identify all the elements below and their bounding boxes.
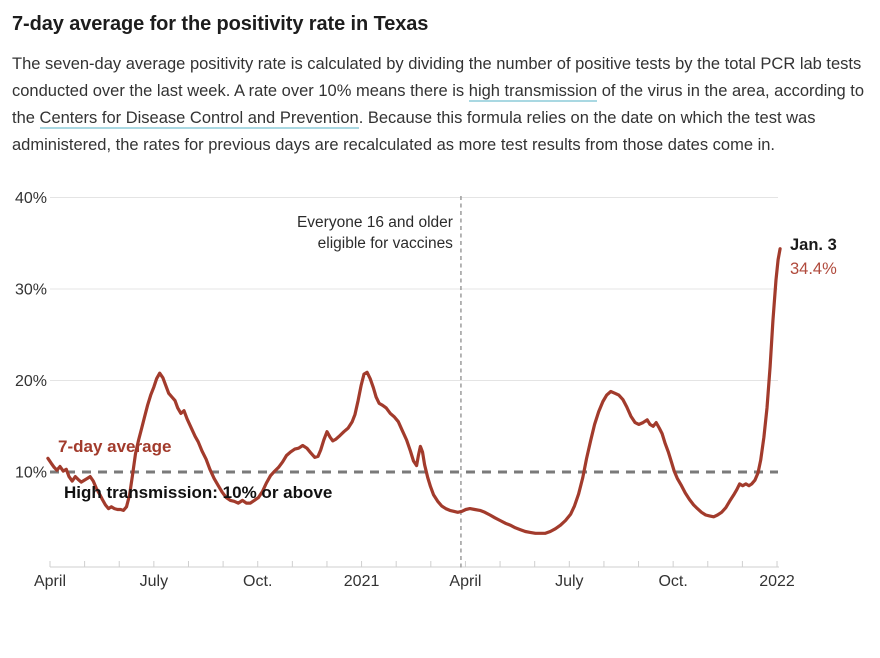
x-axis-tick-label: April	[34, 573, 66, 590]
article: 7-day average for the positivity rate in…	[0, 12, 880, 617]
description: The seven-day average positivity rate is…	[12, 51, 866, 159]
threshold-label: High transmission: 10% or above	[64, 483, 332, 502]
y-axis-tick-label: 20%	[15, 373, 47, 390]
y-axis-tick-label: 10%	[15, 465, 47, 482]
y-axis-tick-label: 40%	[15, 190, 47, 207]
inline-link[interactable]: high transmission	[468, 82, 598, 102]
page-title: 7-day average for the positivity rate in…	[12, 13, 429, 35]
endpoint-date-label: Jan. 3	[790, 236, 837, 254]
endpoint-value-label: 34.4%	[790, 260, 837, 278]
vaccine-annotation-line1: Everyone 16 and older	[297, 214, 453, 231]
grid-layer	[49, 196, 779, 570]
series-path	[46, 247, 782, 535]
x-axis-tick-label: April	[449, 573, 481, 590]
label-layer: 40% 30% 20% 10% April July Oct. 2021 April July Oc…	[15, 190, 837, 590]
y-axis-tick-label: 30%	[15, 282, 47, 299]
x-axis-tick-label: Oct.	[243, 573, 272, 590]
description-text: of the virus in the area, according to t…	[12, 82, 865, 127]
positivity-line-chart: 40% 30% 20% 10% April July Oct. 2021 April July Oc…	[15, 190, 837, 590]
description-text: . Because this formula relies on the dat…	[12, 109, 816, 154]
series-label: 7-day average	[58, 437, 171, 456]
inline-link[interactable]: Centers for Disease Control and Preventi…	[39, 109, 359, 129]
description-text: The seven-day average positivity rate is…	[12, 55, 862, 100]
x-axis-tick-label: 2022	[759, 573, 795, 590]
x-axis-tick-label: 2021	[344, 573, 380, 590]
vaccine-annotation-line2: eligible for vaccines	[318, 235, 454, 252]
x-axis-tick-label: Oct.	[658, 573, 687, 590]
x-axis-tick-label: July	[555, 573, 583, 590]
series-layer	[46, 247, 782, 535]
x-axis-tick-label: July	[140, 573, 168, 590]
